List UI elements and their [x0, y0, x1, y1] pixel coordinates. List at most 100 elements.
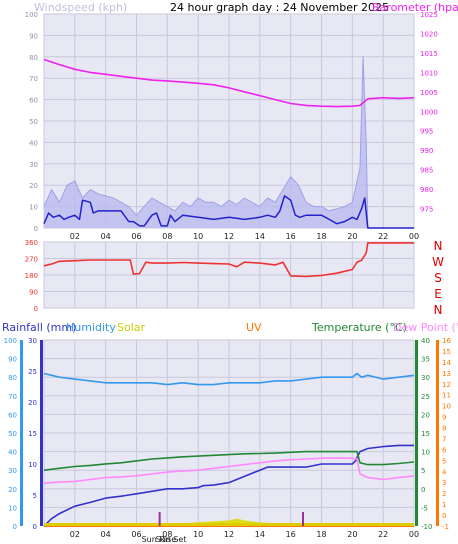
climate-x-tick-14: 14: [255, 530, 265, 539]
dewpoint-y-tick-9: 9: [442, 414, 446, 422]
compass-label-0: N: [434, 239, 443, 253]
temperature-y-tick-15: 15: [421, 430, 430, 438]
climate-x-tick-04: 04: [101, 530, 111, 539]
rainfall-y-tick-30: 30: [28, 337, 37, 345]
wind-y-tick-50: 50: [29, 118, 38, 126]
humidity-line: [43, 372, 415, 386]
dew-point-c-line: [43, 457, 415, 484]
wind-x-tick-02: 02: [70, 232, 80, 241]
wind-x-tick-10: 10: [193, 232, 203, 241]
climate-x-tick-18: 18: [316, 530, 326, 539]
chart-marks: 0102030405060708090100975980985990995100…: [4, 11, 452, 539]
humidity-y-tick-80: 80: [8, 374, 17, 382]
dewpoint-y-tick-16: 16: [442, 337, 451, 345]
wind-x-tick-00: 00: [409, 232, 419, 241]
rainfall-y-tick-20: 20: [28, 399, 37, 407]
legend-dewpoint: Dew Point (°C): [393, 321, 458, 334]
temperature-y-tick--10: -10: [421, 523, 432, 531]
barometer-line: [43, 58, 415, 108]
direction-y-tick-0: 0: [34, 305, 38, 313]
compass-label-1: W: [432, 255, 444, 269]
humidity-y-tick-10: 10: [8, 504, 17, 512]
solar-area: [44, 518, 414, 526]
climate-x-tick-08: 08: [162, 530, 172, 539]
wind-y-tick-30: 30: [29, 161, 38, 169]
barometer-y-tick-985: 985: [420, 167, 433, 175]
temperature-y-tick-20: 20: [421, 411, 430, 419]
wind-y-tick-80: 80: [29, 54, 38, 62]
barometer-y-tick-1025: 1025: [420, 11, 438, 19]
wind-direction-line: [43, 242, 414, 278]
climate-x-tick-10: 10: [193, 530, 203, 539]
dewpoint-y-tick-11: 11: [442, 392, 451, 400]
climate-x-tick-16: 16: [286, 530, 296, 539]
wind-y-tick-40: 40: [29, 139, 38, 147]
sunset-label: Sun Set: [156, 535, 187, 544]
climate-x-tick-02: 02: [70, 530, 80, 539]
climate-x-tick-00: 00: [409, 530, 419, 539]
humidity-y-tick-20: 20: [8, 486, 17, 494]
wind-x-tick-18: 18: [316, 232, 326, 241]
temperature-y-tick--5: -5: [421, 504, 428, 512]
wind-y-tick-70: 70: [29, 75, 38, 83]
barometer-y-tick-995: 995: [420, 128, 433, 136]
compass-label-3: E: [434, 287, 442, 301]
wind-y-tick-0: 0: [34, 225, 38, 233]
temperature-y-tick-35: 35: [421, 356, 430, 364]
dewpoint-y-tick-8: 8: [442, 425, 446, 433]
temperature-y-tick-10: 10: [421, 449, 430, 457]
direction-y-tick-360: 360: [25, 239, 38, 247]
humidity-y-tick-40: 40: [8, 449, 17, 457]
barometer-y-tick-975: 975: [420, 206, 433, 214]
climate-x-tick-20: 20: [347, 530, 357, 539]
legend-rainfall: Rainfall (mm): [2, 321, 76, 334]
barometer-y-tick-980: 980: [420, 186, 433, 194]
barometer-y-tick-1010: 1010: [420, 69, 438, 77]
barometer-y-tick-990: 990: [420, 147, 433, 155]
dewpoint-y-tick-0: 0: [442, 512, 446, 520]
rainfall-y-tick-25: 25: [28, 368, 37, 376]
rainfall-y-tick-15: 15: [28, 430, 37, 438]
barometer-y-tick-1005: 1005: [420, 89, 438, 97]
wind-y-tick-60: 60: [29, 97, 38, 105]
dewpoint-axis-bar: [436, 340, 439, 526]
wind-x-tick-08: 08: [162, 232, 172, 241]
climate-x-tick-06: 06: [131, 530, 141, 539]
humidity-y-tick-30: 30: [8, 467, 17, 475]
dewpoint-y-tick-15: 15: [442, 348, 451, 356]
wind-x-tick-14: 14: [255, 232, 265, 241]
windspeed-line: [43, 195, 414, 229]
dewpoint-y-tick-13: 13: [442, 370, 451, 378]
humidity-y-tick-50: 50: [8, 430, 17, 438]
humidity-y-tick-70: 70: [8, 393, 17, 401]
dewpoint-y-tick-7: 7: [442, 435, 446, 443]
humidity-y-tick-60: 60: [8, 411, 17, 419]
wind-axis-label: Windspeed (kph): [34, 1, 127, 14]
humidity-axis-bar: [20, 340, 23, 526]
wind-y-tick-20: 20: [29, 182, 38, 190]
direction-y-tick-270: 270: [25, 256, 38, 264]
dewpoint-y-tick-1: 1: [442, 501, 446, 509]
temperature-y-tick-25: 25: [421, 393, 430, 401]
direction-y-tick-180: 180: [25, 272, 38, 280]
barometer-axis-label: Barometer (hpa): [372, 1, 458, 14]
wind-y-tick-100: 100: [25, 11, 38, 19]
barometer-y-tick-1015: 1015: [420, 50, 438, 58]
temperature-c-line: [43, 450, 415, 471]
wind-x-tick-04: 04: [101, 232, 111, 241]
legend-temperature: Temperature (°C): [311, 321, 407, 334]
dewpoint-y-tick--1: -1: [442, 523, 449, 531]
wind-x-tick-12: 12: [224, 232, 234, 241]
dewpoint-y-tick-12: 12: [442, 381, 451, 389]
barometer-y-tick-1020: 1020: [420, 30, 438, 38]
wind-y-tick-90: 90: [29, 32, 38, 40]
legend-solar: Solar: [117, 321, 146, 334]
wind-x-tick-16: 16: [286, 232, 296, 241]
compass-label-4: N: [434, 303, 443, 317]
legend-uv: UV: [246, 321, 262, 334]
legend-humidity: Humidity: [66, 321, 116, 334]
dewpoint-y-tick-2: 2: [442, 490, 446, 498]
wind-gust-line: [43, 56, 414, 229]
